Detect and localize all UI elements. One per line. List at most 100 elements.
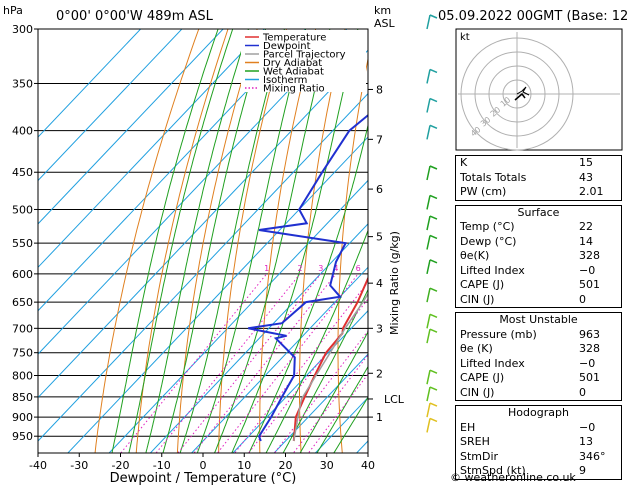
hodograph-table-box: Hodograph EH −0 SREH 13 StmDir 346° StmSpd (kt… <box>455 405 622 480</box>
pressure-tick-label: 950 <box>12 430 33 443</box>
wind-barb <box>426 124 438 140</box>
wet-adiabat-line <box>265 229 368 453</box>
most-unstable-value: 0 <box>579 385 586 399</box>
index-value: 2.01 <box>579 185 604 198</box>
isotherm-line <box>38 29 224 225</box>
surface-row: Dewp (°C) 14 <box>456 235 621 250</box>
dry-adiabat-line <box>94 29 200 453</box>
hodograph-label: StmSpd (kt) <box>460 464 526 477</box>
wet-adiabat-line <box>162 29 267 453</box>
wind-barb <box>426 369 438 385</box>
wet-adiabat-line <box>213 29 331 453</box>
most-unstable-row: CIN (J) 0 <box>456 386 621 401</box>
index-value: 15 <box>579 156 593 169</box>
storm-motion-arrow <box>514 92 526 101</box>
wet-adiabat-line <box>196 29 307 453</box>
isotherm-line <box>38 29 183 182</box>
km-tick-label: 1 <box>376 411 383 424</box>
temperature-tick-label: -10 <box>153 459 171 472</box>
wet-adiabat-line <box>111 29 219 453</box>
km-unit-label: km <box>374 4 391 17</box>
surface-value: 328 <box>579 249 600 262</box>
mixing-ratio-line <box>273 330 368 453</box>
dry-adiabat-line <box>411 0 445 472</box>
pressure-tick-label: 550 <box>12 237 33 250</box>
surface-label: Lifted Index <box>460 263 525 277</box>
temperature-tick-label: -20 <box>112 459 130 472</box>
temperature-tick-label: 30 <box>320 459 334 472</box>
surface-value: 0 <box>579 292 586 306</box>
most-unstable-label: θe (K) <box>460 342 493 355</box>
wet-adiabat-line <box>316 365 368 453</box>
mixing-ratio-label: 2 <box>298 264 303 273</box>
wet-adiabat-line <box>231 29 359 453</box>
legend-label: Isotherm <box>263 75 307 86</box>
mixing-ratio-label: 4 <box>333 264 338 273</box>
most-unstable-label: CAPE (J) <box>460 371 505 384</box>
pressure-tick-label: 750 <box>12 347 33 360</box>
mixing-ratio-line <box>234 281 368 453</box>
most-unstable-box: Most Unstable Pressure (mb) 963 θe (K) 328 L… <box>455 312 622 401</box>
wet-adiabat-line <box>128 29 234 453</box>
legend-label: Dewpoint <box>263 41 311 52</box>
temperature-tick-label: -40 <box>29 459 47 472</box>
legend-label: Wet Adiabat <box>263 67 324 78</box>
km-tick-label: 4 <box>376 277 383 290</box>
surface-label: Dewp (°C) <box>460 234 517 248</box>
hodograph-label: EH <box>460 420 476 434</box>
most-unstable-value: 501 <box>579 371 600 384</box>
mixing-ratio-line <box>247 298 368 453</box>
hodograph-value: 13 <box>579 435 593 448</box>
surface-box: Surface Temp (°C) 22 Dewp (°C) 14 θe(K) 328 Li… <box>455 204 622 308</box>
wind-barb <box>426 234 438 250</box>
hodograph-label: StmDir <box>460 449 499 463</box>
mixing-ratio-label: 1 <box>264 264 269 273</box>
surface-value: 22 <box>579 220 593 233</box>
hodograph-row: SREH 13 <box>456 435 621 450</box>
wind-profile <box>426 14 438 433</box>
pressure-tick-label: 700 <box>12 322 33 335</box>
most-unstable-row: Lifted Index −0 <box>456 357 621 372</box>
surface-label: CIN (J) <box>460 292 495 306</box>
wind-barb <box>426 97 438 113</box>
mixing-ratio-label: 8 <box>372 264 377 273</box>
most-unstable-label: Lifted Index <box>460 356 525 370</box>
wind-barb <box>426 313 438 329</box>
wet-adiabat-line <box>282 288 368 453</box>
mixing-ratio-label: 25 <box>439 264 449 273</box>
wet-adiabat-line <box>299 331 368 453</box>
surface-row: Temp (°C) 22 <box>456 220 621 235</box>
surface-label: CAPE (J) <box>460 278 505 291</box>
temperature-tick-label: -30 <box>70 459 88 472</box>
legend-label: Parcel Trajectory <box>263 50 346 61</box>
pressure-tick-label: 600 <box>12 268 33 281</box>
pressure-tick-label: 350 <box>12 77 33 90</box>
most-unstable-row: Pressure (mb) 963 <box>456 328 621 343</box>
pressure-tick-label: 450 <box>12 166 33 179</box>
series-dewpoint-line <box>248 113 368 442</box>
mixing-ratio-line <box>120 273 268 453</box>
surface-label: θe(K) <box>460 249 490 262</box>
km-tick-label: 3 <box>376 322 383 335</box>
pressure-tick-label: 850 <box>12 391 33 404</box>
legend-label: Dry Adiabat <box>263 58 322 69</box>
index-row-k: K 15 <box>456 156 621 171</box>
temperature-tick-label: 40 <box>361 459 375 472</box>
isotherm-line <box>273 353 368 453</box>
most-unstable-title: Most Unstable <box>499 313 578 326</box>
most-unstable-row: CAPE (J) 501 <box>456 371 621 386</box>
lcl-label: LCL <box>384 393 405 406</box>
copyright-footer: © weatheronline.co.uk <box>450 471 576 484</box>
surface-row: Lifted Index −0 <box>456 264 621 279</box>
wind-barb <box>426 165 438 181</box>
wind-barb <box>426 68 438 84</box>
series-parcel-trajectory-line <box>293 292 368 442</box>
hodograph-row: StmDir 346° <box>456 450 621 465</box>
temperature-tick-label: 0 <box>200 459 207 472</box>
mixing-ratio-line <box>307 373 368 453</box>
isotherm-line <box>38 92 368 442</box>
km-tick-label: 7 <box>376 133 383 146</box>
series-temperature-line <box>292 275 368 442</box>
